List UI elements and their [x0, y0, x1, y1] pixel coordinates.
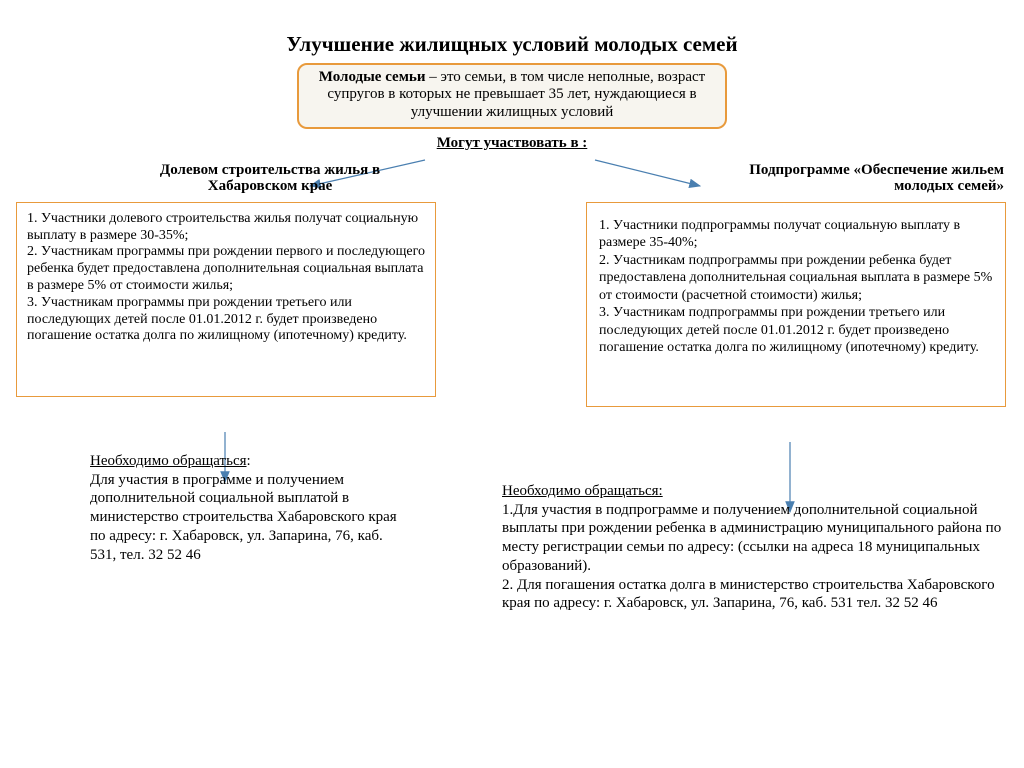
right-contact-head: Необходимо обращаться:: [502, 483, 663, 499]
right-contact-body: 1.Для участия в подпрограмме и получение…: [502, 502, 1001, 612]
left-branch-label: Долевом строительства жилья в Хабаровско…: [130, 162, 410, 195]
right-branch-label: Подпрограмме «Обеспечение жильем молодых…: [704, 162, 1004, 195]
right-details-box: 1. Участники подпрограммы получат социал…: [586, 202, 1006, 407]
left-details-box: 1. Участники долевого строительства жиль…: [16, 202, 436, 397]
left-contact-head: Необходимо обращаться: [90, 453, 247, 469]
left-contact-block: Необходимо обращаться:Для участия в прог…: [90, 452, 410, 565]
right-contact-block: Необходимо обращаться: 1.Для участия в по…: [502, 482, 1002, 613]
left-contact-body: :Для участия в программе и получением до…: [90, 453, 397, 563]
